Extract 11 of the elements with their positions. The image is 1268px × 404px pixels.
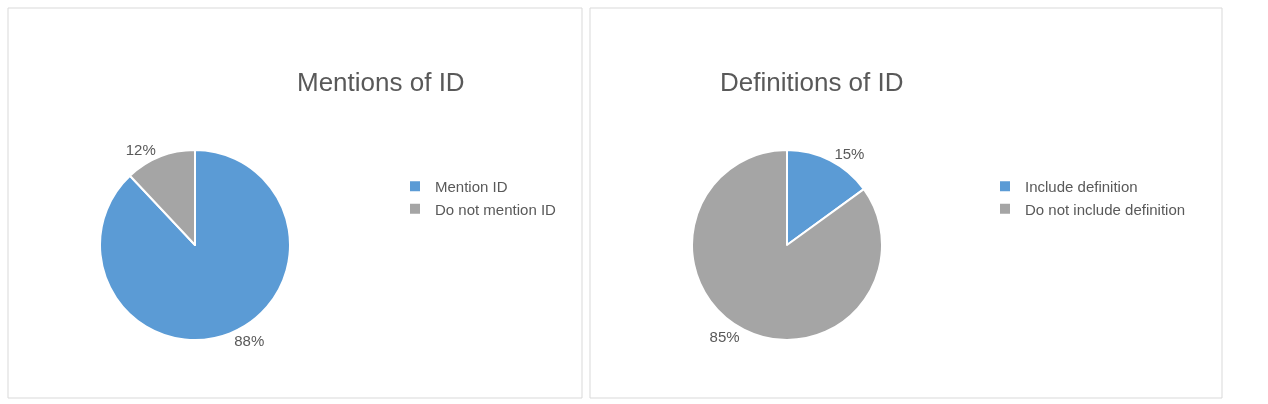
legend-label: Do not include definition [1025, 200, 1186, 218]
data-label: 85% [709, 327, 740, 345]
chart-title: Mentions of ID [297, 67, 465, 97]
legend-label: Include definition [1025, 178, 1138, 196]
legend-label: Mention ID [435, 178, 508, 196]
legend-label: Do not mention ID [435, 200, 557, 218]
data-label: 88% [234, 332, 265, 350]
data-label: 15% [834, 145, 865, 163]
chart-title: Definitions of ID [720, 67, 904, 97]
pie-slice [691, 149, 883, 341]
data-label: 12% [125, 140, 156, 158]
